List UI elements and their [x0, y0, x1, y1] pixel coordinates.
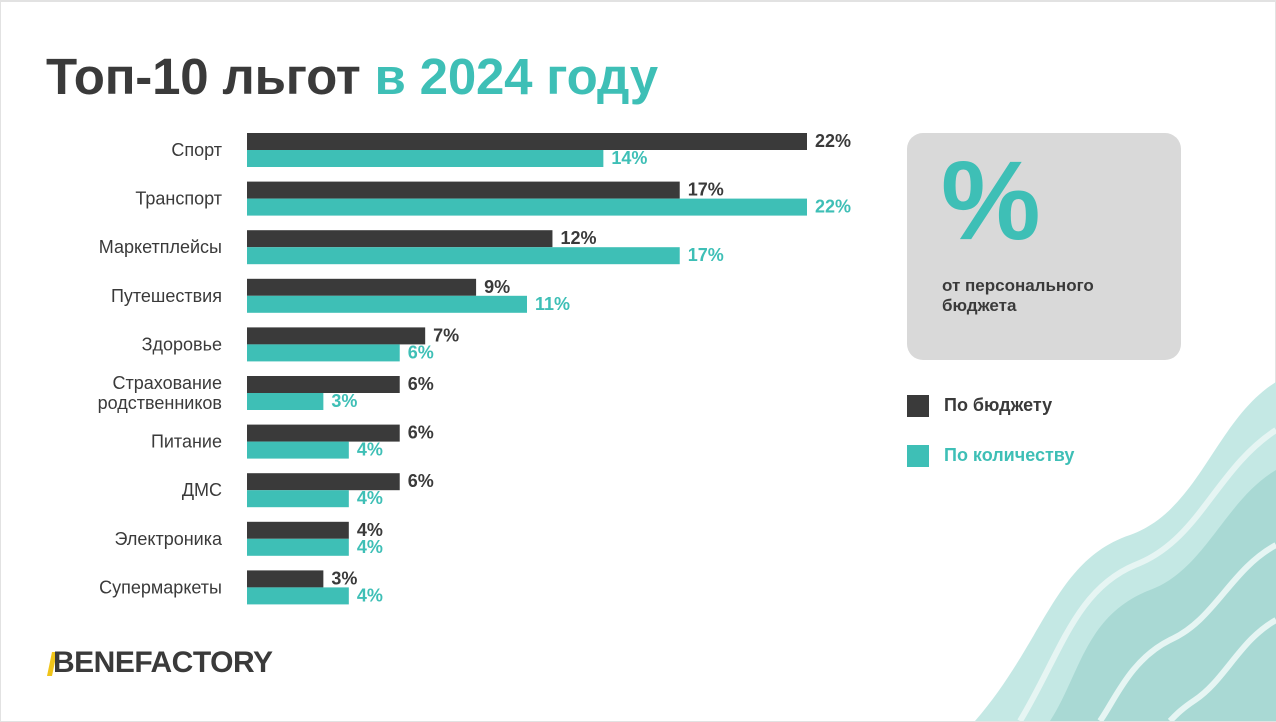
- bar-count: [247, 490, 349, 508]
- data-label-budget: 6%: [408, 423, 434, 443]
- title-accent: в 2024 году: [374, 48, 659, 105]
- data-label-budget: 17%: [688, 180, 724, 200]
- data-label-budget: 4%: [357, 520, 383, 540]
- title-main: Топ-10 льгот: [46, 48, 361, 105]
- data-label-budget: 12%: [560, 228, 596, 248]
- category-label: Транспорт: [135, 189, 222, 209]
- wave-line-2: [1097, 542, 1276, 721]
- category-label: Электроника: [115, 529, 223, 549]
- data-label-count: 3%: [331, 391, 357, 411]
- bar-budget: [247, 230, 553, 248]
- data-label-budget: 6%: [408, 471, 434, 491]
- bar-budget: [247, 570, 324, 588]
- panel-caption: от персонального бюджета: [942, 276, 1094, 315]
- data-label-count: 11%: [535, 294, 570, 314]
- legend-item-budget: По бюджету: [907, 394, 1167, 418]
- wave-mid: [1050, 470, 1276, 721]
- category-label: ДМС: [182, 480, 222, 500]
- bar-count: [247, 587, 349, 605]
- data-label-count: 22%: [815, 197, 851, 217]
- data-label-budget: 22%: [815, 131, 851, 151]
- bar-count: [247, 538, 349, 556]
- bar-budget: [247, 133, 807, 150]
- info-panel: % от персонального бюджета: [907, 133, 1181, 360]
- bar-budget: [247, 473, 400, 491]
- bar-count: [247, 441, 349, 459]
- bar-budget: [247, 278, 477, 296]
- bar-chart: Спорт 22% 14% Транспорт 17% 22% Маркетплейсы 12…: [98, 131, 851, 605]
- category-label: Спорт: [171, 140, 222, 160]
- bar-count: [247, 295, 527, 313]
- data-label-count: 6%: [408, 342, 434, 362]
- category-label: Питание: [151, 432, 222, 452]
- bar-budget: [247, 521, 349, 539]
- wave-line-3: [1167, 617, 1276, 721]
- bar-count: [247, 150, 604, 167]
- data-label-count: 14%: [611, 148, 647, 168]
- bar-budget: [247, 424, 400, 442]
- logo-text: BENEFACTORY: [53, 646, 273, 679]
- category-label: Здоровье: [142, 334, 222, 354]
- data-label-count: 17%: [688, 245, 724, 265]
- bar-budget: [247, 327, 426, 345]
- bar-count: [247, 344, 400, 362]
- wave-line-1: [1017, 427, 1276, 721]
- legend-label-budget: По бюджету: [944, 395, 1053, 415]
- data-label-budget: 9%: [484, 277, 510, 297]
- bar-count: [247, 393, 324, 410]
- data-label-count: 4%: [357, 440, 383, 460]
- category-label: Супермаркеты: [99, 577, 222, 597]
- data-label-budget: 3%: [331, 568, 357, 588]
- bar-count: [247, 247, 680, 265]
- logo-slash-mark: [47, 652, 57, 676]
- legend-label-count: По количеству: [944, 445, 1075, 465]
- bar-budget: [247, 181, 680, 199]
- category-label: Маркетплейсы: [99, 237, 222, 257]
- data-label-count: 4%: [357, 537, 383, 557]
- bar-count: [247, 198, 807, 216]
- data-label-count: 4%: [357, 488, 383, 508]
- legend-swatch-budget: [907, 395, 929, 417]
- data-label-budget: 6%: [408, 374, 434, 394]
- legend-swatch-count: [907, 445, 929, 467]
- legend-item-count: По количеству: [907, 444, 1167, 468]
- data-label-count: 4%: [357, 585, 383, 605]
- category-label: Путешествия: [111, 286, 222, 306]
- percent-symbol: %: [941, 138, 1041, 263]
- data-label-budget: 7%: [433, 325, 459, 345]
- bar-budget: [247, 376, 400, 393]
- page-title: Топ-10 льгот в 2024 году: [46, 47, 658, 106]
- category-label: Страхование родственников: [98, 373, 222, 413]
